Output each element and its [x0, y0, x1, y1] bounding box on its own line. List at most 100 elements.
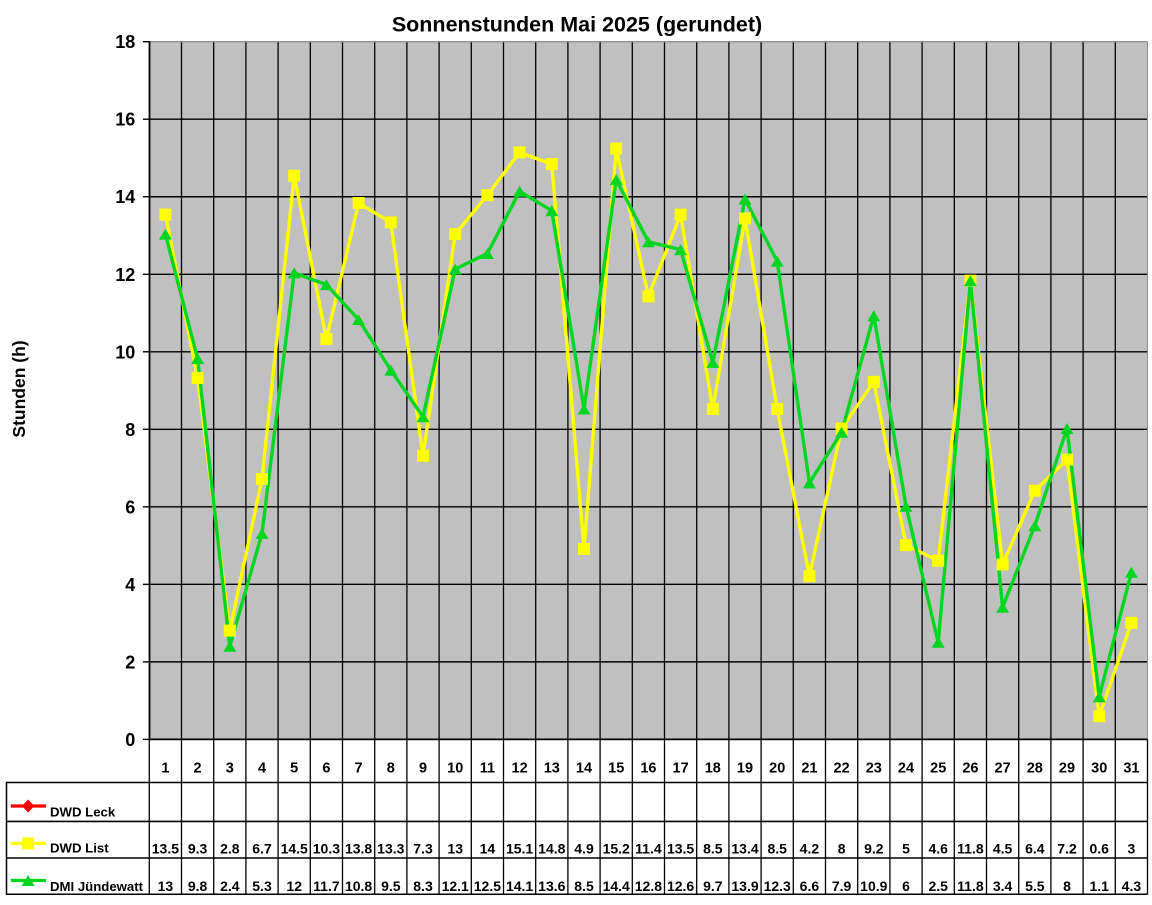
svg-text:13.3: 13.3: [377, 841, 404, 857]
svg-text:14.4: 14.4: [603, 878, 630, 894]
svg-text:26: 26: [962, 761, 978, 777]
svg-text:9.8: 9.8: [188, 878, 208, 894]
svg-text:19: 19: [737, 761, 753, 777]
svg-text:15.2: 15.2: [603, 841, 630, 857]
svg-text:6.6: 6.6: [800, 878, 820, 894]
svg-text:12.3: 12.3: [764, 878, 791, 894]
svg-text:14.8: 14.8: [538, 841, 565, 857]
svg-text:27: 27: [995, 761, 1011, 777]
svg-text:12.1: 12.1: [442, 878, 469, 894]
svg-text:5.5: 5.5: [1025, 878, 1045, 894]
svg-text:2.4: 2.4: [220, 878, 240, 894]
svg-text:18: 18: [705, 761, 721, 777]
svg-text:11.8: 11.8: [957, 878, 984, 894]
svg-text:29: 29: [1059, 761, 1075, 777]
svg-text:14: 14: [576, 761, 592, 777]
svg-text:25: 25: [930, 761, 946, 777]
svg-text:13.5: 13.5: [667, 841, 694, 857]
svg-text:14: 14: [115, 187, 135, 207]
svg-text:7.3: 7.3: [413, 841, 433, 857]
svg-text:7.9: 7.9: [832, 878, 852, 894]
svg-text:2.5: 2.5: [928, 878, 948, 894]
svg-text:11.7: 11.7: [313, 878, 340, 894]
svg-text:14: 14: [480, 841, 496, 857]
svg-text:10: 10: [115, 342, 135, 362]
svg-text:4.3: 4.3: [1122, 878, 1142, 894]
svg-text:7: 7: [355, 761, 363, 777]
svg-text:5.3: 5.3: [252, 878, 272, 894]
svg-text:6: 6: [902, 878, 910, 894]
svg-text:3.4: 3.4: [993, 878, 1013, 894]
svg-text:15: 15: [608, 761, 624, 777]
svg-text:1.1: 1.1: [1089, 878, 1109, 894]
svg-text:1: 1: [161, 761, 169, 777]
svg-text:13.5: 13.5: [152, 841, 179, 857]
svg-text:31: 31: [1123, 761, 1139, 777]
svg-text:DMI Jündewatt: DMI Jündewatt: [50, 879, 144, 894]
svg-text:13.9: 13.9: [731, 878, 758, 894]
svg-text:8.5: 8.5: [767, 841, 787, 857]
svg-text:9.7: 9.7: [703, 878, 723, 894]
svg-text:10: 10: [447, 761, 463, 777]
svg-text:15.1: 15.1: [506, 841, 533, 857]
svg-text:DWD Leck: DWD Leck: [50, 805, 116, 820]
svg-text:12: 12: [286, 878, 302, 894]
svg-text:6: 6: [322, 761, 330, 777]
svg-text:10.3: 10.3: [313, 841, 340, 857]
svg-text:6.7: 6.7: [252, 841, 272, 857]
svg-text:9.3: 9.3: [188, 841, 208, 857]
svg-text:6: 6: [125, 497, 135, 517]
svg-text:16: 16: [640, 761, 656, 777]
svg-text:4.5: 4.5: [993, 841, 1013, 857]
svg-text:Stunden (h): Stunden (h): [9, 340, 29, 437]
svg-text:Sonnenstunden Mai 2025 (gerund: Sonnenstunden Mai 2025 (gerundet): [392, 12, 762, 36]
svg-text:13: 13: [447, 841, 463, 857]
svg-text:7.2: 7.2: [1057, 841, 1077, 857]
svg-text:30: 30: [1091, 761, 1107, 777]
svg-text:4.6: 4.6: [928, 841, 948, 857]
svg-text:9: 9: [419, 761, 427, 777]
svg-text:6.4: 6.4: [1025, 841, 1045, 857]
svg-text:22: 22: [834, 761, 850, 777]
svg-text:9.2: 9.2: [864, 841, 884, 857]
svg-text:13.6: 13.6: [538, 878, 565, 894]
svg-text:24: 24: [898, 761, 914, 777]
svg-text:5: 5: [902, 841, 910, 857]
svg-text:14.5: 14.5: [281, 841, 308, 857]
svg-text:18: 18: [115, 32, 135, 52]
svg-text:10.9: 10.9: [860, 878, 887, 894]
svg-text:16: 16: [115, 110, 135, 130]
svg-text:14.1: 14.1: [506, 878, 533, 894]
svg-text:12: 12: [115, 265, 135, 285]
svg-text:0: 0: [125, 730, 135, 750]
svg-text:11.8: 11.8: [957, 841, 984, 857]
svg-text:13.4: 13.4: [731, 841, 758, 857]
svg-text:13: 13: [158, 878, 174, 894]
svg-text:4: 4: [125, 575, 135, 595]
svg-text:12.8: 12.8: [635, 878, 662, 894]
svg-text:8: 8: [387, 761, 395, 777]
svg-text:8.5: 8.5: [703, 841, 723, 857]
svg-text:13.8: 13.8: [345, 841, 372, 857]
svg-text:0.6: 0.6: [1089, 841, 1109, 857]
svg-text:8: 8: [125, 420, 135, 440]
svg-text:17: 17: [673, 761, 689, 777]
svg-text:12.5: 12.5: [474, 878, 501, 894]
svg-text:3: 3: [1128, 841, 1136, 857]
svg-text:2: 2: [194, 761, 202, 777]
svg-text:12.6: 12.6: [667, 878, 694, 894]
svg-text:DWD List: DWD List: [50, 840, 109, 855]
svg-text:9.5: 9.5: [381, 878, 401, 894]
svg-text:11.4: 11.4: [635, 841, 662, 857]
svg-text:2.8: 2.8: [220, 841, 240, 857]
svg-text:4: 4: [258, 761, 266, 777]
svg-text:28: 28: [1027, 761, 1043, 777]
svg-text:3: 3: [226, 761, 234, 777]
svg-text:4.2: 4.2: [800, 841, 820, 857]
svg-text:2: 2: [125, 652, 135, 672]
svg-text:8.3: 8.3: [413, 878, 433, 894]
svg-text:20: 20: [769, 761, 785, 777]
svg-text:21: 21: [801, 761, 817, 777]
svg-text:23: 23: [866, 761, 882, 777]
svg-text:5: 5: [290, 761, 298, 777]
